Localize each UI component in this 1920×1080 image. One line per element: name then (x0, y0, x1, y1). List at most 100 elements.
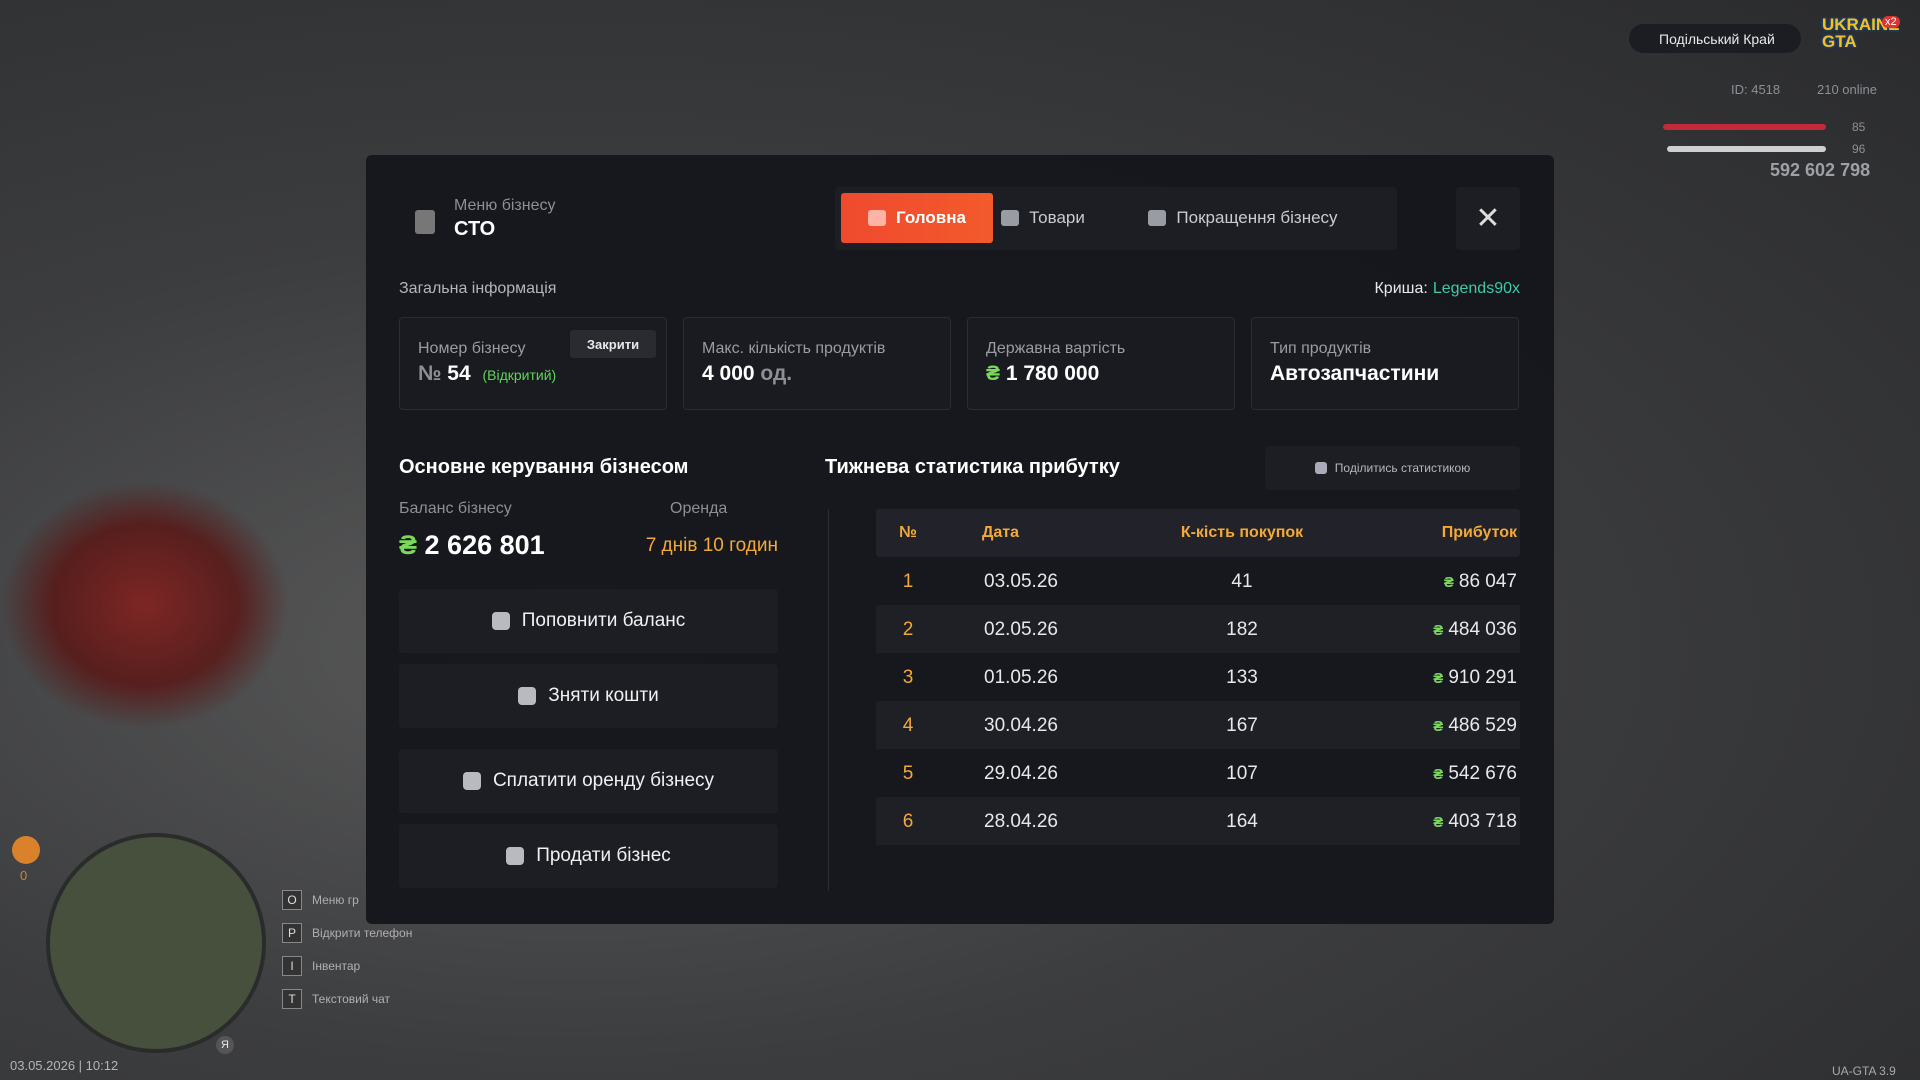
profit-value: 910 291 (1448, 667, 1517, 688)
profit-value: 403 718 (1448, 811, 1517, 832)
hint-label: Відкрити телефон (312, 926, 413, 940)
button-icon (518, 687, 537, 705)
currency: ₴ (1433, 622, 1444, 639)
health-bar (1663, 124, 1826, 130)
product-type: Автозапчастини (1270, 362, 1440, 385)
column-header: К-кість покупок (1180, 524, 1304, 541)
row-date: 02.05.26 (984, 619, 1058, 640)
stats-title: Тижнева статистика прибутку (825, 456, 1120, 478)
datetime: 03.05.2026 | 10:12 (10, 1058, 119, 1073)
table-row: 3 01.05.26 133 ₴ 910 291 (876, 653, 1520, 701)
button-icon (491, 612, 510, 630)
row-date: 03.05.26 (984, 571, 1058, 592)
mic-badge: Я (216, 1036, 234, 1054)
action-button[interactable]: Поповнити баланс (399, 589, 778, 653)
currency: ₴ (1433, 670, 1444, 687)
health-value: 85 (1852, 120, 1866, 134)
business-name: СТО (454, 218, 496, 240)
state-value: 1 780 000 (1005, 362, 1100, 385)
key: T (282, 989, 302, 1009)
info-card: Номер бізнесу Закрити № 54 (Відкритий) (399, 317, 667, 410)
profit-value: 86 047 (1458, 571, 1517, 592)
armor-value: 96 (1852, 142, 1866, 156)
button-icon (462, 772, 481, 790)
money: 592 602 798 (1770, 160, 1871, 180)
info-card: Державна вартість ₴ 1 780 000 (967, 317, 1235, 410)
column-header: Прибуток (1441, 524, 1517, 541)
logo: UKRAINE GTA (1822, 15, 1900, 51)
row-purchases: 164 (1226, 811, 1258, 832)
tab[interactable]: Товари (993, 193, 1093, 243)
row-purchases: 133 (1226, 667, 1258, 688)
card-label: Тип продуктів (1270, 340, 1372, 357)
business-status: (Відкритий) (482, 367, 557, 383)
button-label: Сплатити оренду бізнесу (492, 770, 715, 791)
row-profit: ₴ 910 291 (1433, 667, 1517, 689)
row-purchases: 41 (1231, 571, 1253, 592)
roof: Криша: Legends90x (1374, 280, 1520, 298)
button-label: Зняти кошти (548, 685, 659, 706)
currency: ₴ (1433, 814, 1444, 831)
hint-label: Інвентар (312, 959, 361, 973)
action-button[interactable]: Продати бізнес (399, 824, 778, 888)
business-number: 54 (447, 362, 471, 385)
share-label: Поділитись статистикою (1334, 461, 1471, 475)
control-title: Основне керування бізнесом (399, 456, 689, 478)
close-business-button[interactable]: Закрити (570, 330, 656, 358)
table-row: 6 28.04.26 164 ₴ 403 718 (876, 797, 1520, 845)
player-id: ID: 4518 (1731, 82, 1781, 97)
rent-label: Оренда (670, 500, 728, 517)
action-button[interactable]: Сплатити оренду бізнесу (399, 749, 778, 813)
tab[interactable]: Покращення бізнесу (1093, 193, 1393, 243)
row-profit: ₴ 86 047 (1444, 571, 1517, 593)
button-icon (506, 847, 525, 865)
balance-label: Баланс бізнесу (399, 500, 512, 517)
row-purchases: 167 (1226, 715, 1258, 736)
currency: ₴ (399, 530, 418, 560)
divider (828, 509, 829, 891)
card-label: Макс. кількість продуктів (702, 340, 886, 357)
tab-icon (1148, 210, 1167, 226)
share-button[interactable]: Поділитись статистикою (1265, 446, 1520, 490)
info-card: Макс. кількість продуктів 4 000 од. (683, 317, 951, 410)
currency: ₴ (986, 362, 1001, 385)
key: O (282, 890, 302, 910)
business-modal: Меню бізнесу СТО Головна Товари Покращення… (366, 155, 1554, 924)
close-button[interactable]: ✕ (1456, 187, 1520, 250)
table-row: 2 02.05.26 182 ₴ 484 036 (876, 605, 1520, 653)
row-number: 5 (902, 763, 914, 784)
rent-value: 7 днів 10 годин (645, 535, 778, 556)
card-label: Номер бізнесу (418, 340, 526, 357)
logo-badge: x2 (1882, 16, 1900, 28)
roof-value: Legends90x (1432, 280, 1520, 297)
header-icon (415, 210, 435, 234)
table-row: 5 29.04.26 107 ₴ 542 676 (876, 749, 1520, 797)
profit-value: 542 676 (1448, 763, 1517, 784)
tab-label: Товари (1029, 208, 1085, 227)
tab[interactable]: Головна (841, 193, 993, 243)
card-value: № 54 (Відкритий) (418, 362, 556, 386)
counter: 0 (20, 868, 28, 883)
column-header: Дата (982, 524, 1020, 541)
key: P (282, 923, 302, 943)
number-prefix: № (418, 362, 442, 385)
column-header: № (899, 524, 917, 541)
row-date: 29.04.26 (984, 763, 1058, 784)
row-profit: ₴ 486 529 (1433, 715, 1517, 737)
tab-icon (868, 210, 887, 226)
row-number: 6 (902, 811, 914, 832)
action-button[interactable]: Зняти кошти (399, 664, 778, 728)
server-pill: Подільський Край (1629, 24, 1801, 53)
share-icon (1314, 462, 1327, 474)
row-date: 30.04.26 (984, 715, 1058, 736)
profit-value: 484 036 (1448, 619, 1517, 640)
button-label: Продати бізнес (536, 845, 671, 866)
row-number: 1 (902, 571, 914, 592)
minimap (46, 833, 266, 1053)
currency: ₴ (1433, 766, 1444, 783)
tab-label: Головна (896, 208, 966, 227)
max-products: 4 000 (702, 362, 755, 385)
row-purchases: 107 (1226, 763, 1258, 784)
version: UA-GTA 3.9 (1832, 1064, 1896, 1078)
